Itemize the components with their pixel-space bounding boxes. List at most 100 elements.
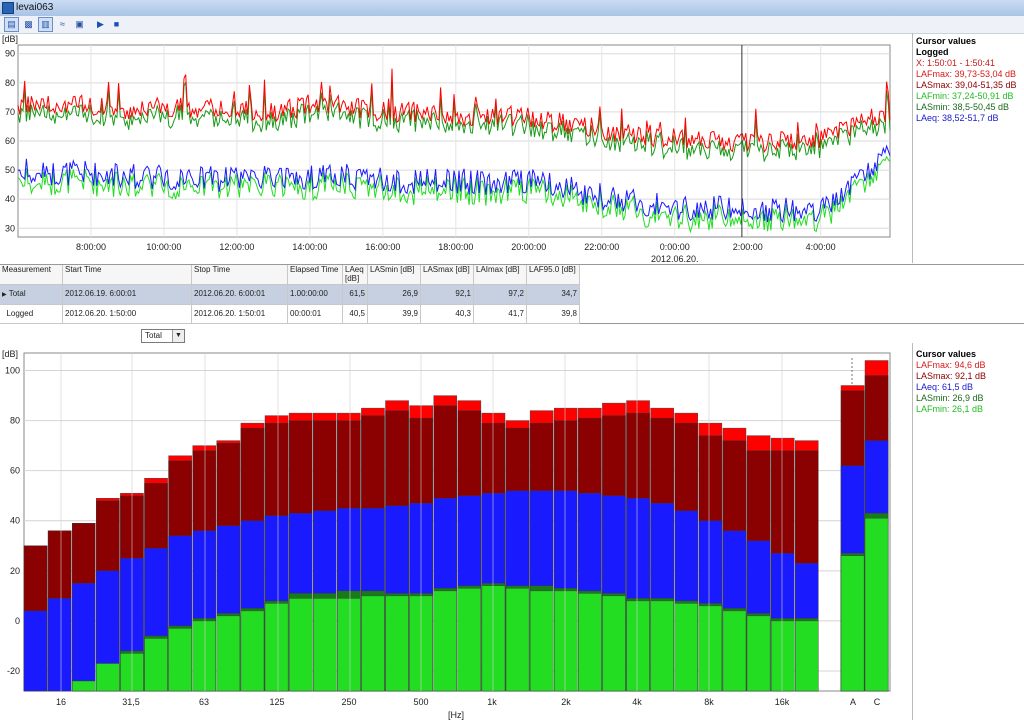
bar-lafmin [168,628,192,692]
y-tick-label: 0 [15,616,20,626]
x-tick-label: 125 [269,697,284,707]
cell-lasmin: 39,9 [367,304,421,324]
col-measurement[interactable]: Measurement [0,265,63,285]
col-laf95[interactable]: LAF95.0 [dB] [526,265,580,285]
x-tick-label: 8k [704,697,714,707]
cursor-lasmin: LASmin: 38,5-50,45 dB [916,102,1010,112]
bar-lafmin [240,610,265,692]
divider [912,343,913,720]
cursor-title: Cursor values [916,36,977,46]
x-tick-label: 14:00:00 [292,242,327,252]
cell-lasmax: 40,3 [420,304,474,324]
bar-lafmin [71,680,96,692]
col-laimax[interactable]: LAImax [dB] [473,265,527,285]
bar-lafmin [770,620,795,692]
col-laeq[interactable]: LAeq [dB] [342,265,368,285]
y-tick-label: 70 [5,107,15,117]
bar-chart-icon[interactable]: ▥ [38,17,53,32]
cursor-x-range: X: 1:50:01 - 1:50:41 [916,58,996,68]
bar-lafmin [746,615,771,692]
bar-lafmin [264,603,289,692]
window-title: levai063 [16,2,54,13]
measurement-table: Measurement Start Time Stop Time Elapsed… [0,264,1024,324]
title-bar: levai063 [0,0,1024,17]
chevron-down-icon[interactable]: ▼ [172,330,184,342]
cursor-lasmax: LASmax: 92,1 dB [916,371,987,381]
bar-lafmin [578,593,602,692]
y-tick-label: 90 [5,49,15,59]
bar-lafmin [313,598,337,692]
bar-laeq [47,598,72,692]
cursor-lasmax: LASmax: 39,04-51,35 dB [916,80,1017,90]
x-tick-label: 2k [561,697,571,707]
spectrum-chart[interactable]: [dB] 100 80 60 40 20 0 -20 16 31,5 63 125 250 500 1k 2k… [0,343,912,720]
x-tick-label: A [850,697,856,707]
bar-lafmin [674,603,699,692]
cell-laf95: 39,8 [526,304,580,324]
bar-lafmin [192,620,216,692]
toolbar: ▤ ▩ ▥ ≈ ▣ ▶ ■ [0,16,1024,34]
time-history-chart[interactable]: [dB] 90 80 70 60 50 40 30 8:00:00 10:00:00 12:00:0… [0,33,912,264]
x-tick-label: 16 [56,697,66,707]
play-icon[interactable]: ▶ [97,19,104,29]
col-lasmin[interactable]: LASmin [dB] [367,265,421,285]
cursor-lafmin: LAFmin: 37,24-50,91 dB [916,91,1014,101]
cursor-subtitle: Logged [916,47,949,57]
cell-laimax: 41,7 [473,304,527,324]
table-row[interactable]: Logged 2012.06.20. 1:50:00 2012.06.20. 1… [0,304,580,324]
spectrum-icon[interactable]: ▩ [24,19,33,29]
cursor-title: Cursor values [916,349,977,359]
x-tick-label: 12:00:00 [219,242,254,252]
y-axis-unit: [dB] [2,34,18,44]
y-tick-label: 50 [5,165,15,175]
statistics-icon[interactable]: ≈ [60,19,65,29]
bar-lafmin [722,610,747,692]
series-line-lafmax [17,68,891,154]
series-line-laeq [17,144,891,224]
stop-icon[interactable]: ■ [113,19,120,29]
y-tick-label: 20 [10,566,20,576]
cursor-values-bottom: Cursor values LAFmax: 94,6 dB LASmax: 92… [916,349,986,415]
col-elapsed-time[interactable]: Elapsed Time [287,265,343,285]
cursor-lafmin: LAFmin: 26,1 dB [916,404,984,414]
cursor-values-top: Cursor values Logged X: 1:50:01 - 1:50:4… [916,36,1017,124]
cell-laf95: 34,7 [526,284,580,305]
bar-lafmin [650,600,674,692]
divider [912,33,913,263]
bar-lafmin [481,585,506,692]
spectrum-panel: [dB] 100 80 60 40 20 0 -20 16 31,5 63 125 250 500 1k 2k… [0,343,912,722]
cell-start-time: 2012.06.19. 6:00:01 [62,284,192,305]
cell-stop-time: 2012.06.20. 1:50:01 [191,304,288,324]
y-tick-label: 60 [10,466,20,476]
bar-lafmin [457,588,482,692]
cell-elapsed-time: 1.00:00:00 [287,284,343,305]
x-tick-label: 22:00:00 [584,242,619,252]
bar-lafmin [529,590,554,692]
x-tick-label: 31,5 [122,697,140,707]
app-icon [2,2,14,14]
settings-icon[interactable]: ▣ [75,19,84,29]
time-history-panel: [dB] 90 80 70 60 50 40 30 8:00:00 10:00:00 12:00:0… [0,33,912,265]
col-lasmax[interactable]: LASmax [dB] [420,265,474,285]
table-row[interactable]: ▶ Total 2012.06.19. 6:00:01 2012.06.20. … [0,284,580,305]
x-tick-label: 4:00:00 [806,242,836,252]
x-tick-label: 16:00:00 [365,242,400,252]
time-history-icon[interactable]: ▤ [4,17,19,32]
bar-laeq [71,583,96,692]
date-label: 2012.06.20. [651,254,699,263]
bar-laeq [23,610,48,692]
x-tick-label: 10:00:00 [146,242,181,252]
x-tick-label: 250 [341,697,356,707]
bar-lafmin [840,555,865,692]
cell-laeq: 40,5 [342,304,368,324]
bar-lafmin [337,598,361,692]
cursor-laeq: LAeq: 38,52-51,7 dB [916,113,999,123]
cell-laeq: 61,5 [342,284,368,305]
bar-lafmin [505,588,530,692]
measurement-select[interactable]: Total ▼ [141,329,185,343]
x-tick-label: 18:00:00 [438,242,473,252]
cell-lasmin: 26,9 [367,284,421,305]
col-stop-time[interactable]: Stop Time [191,265,288,285]
col-start-time[interactable]: Start Time [62,265,192,285]
bar-lafmin [216,615,241,692]
